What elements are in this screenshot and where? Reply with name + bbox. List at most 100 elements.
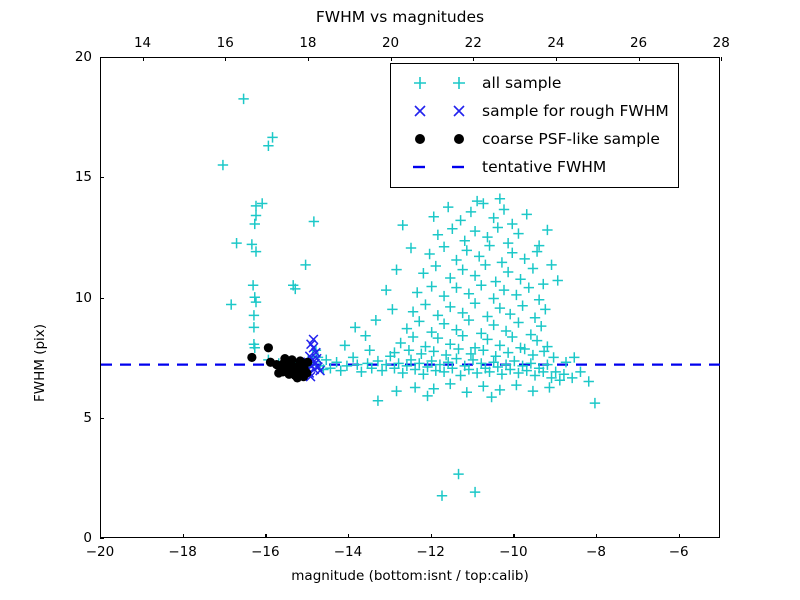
data-point (511, 379, 522, 391)
data-point (463, 364, 475, 375)
data-point (292, 373, 302, 383)
data-point (445, 338, 456, 350)
data-point (525, 329, 537, 340)
data-point (465, 206, 477, 218)
data-point (567, 372, 578, 384)
data-point (350, 322, 361, 333)
data-point (480, 259, 491, 271)
data-point (507, 331, 518, 343)
data-point (515, 274, 526, 285)
top-tick-label: 18 (299, 35, 317, 51)
data-point (238, 93, 249, 105)
data-point (226, 299, 237, 310)
data-point (521, 209, 532, 220)
legend-item[interactable]: coarse PSF-like sample (400, 125, 669, 153)
data-point (308, 334, 319, 345)
data-point (488, 212, 499, 224)
top-tick-label: 26 (629, 35, 648, 51)
data-point (502, 347, 514, 358)
data-point (531, 246, 543, 257)
top-tick-label: 14 (133, 35, 152, 51)
y-tick (100, 538, 104, 540)
data-point (249, 218, 260, 230)
x-tick (513, 534, 515, 538)
data-point (339, 340, 351, 351)
data-point (416, 348, 427, 360)
data-point (395, 337, 406, 349)
data-point (414, 316, 425, 327)
data-point (550, 366, 561, 378)
data-point (263, 140, 274, 151)
data-point (393, 358, 404, 369)
data-point (525, 358, 537, 369)
data-point (401, 360, 413, 372)
data-point (527, 263, 539, 274)
data-point (438, 318, 450, 329)
data-point (249, 292, 260, 303)
data-point (440, 349, 452, 361)
data-point (434, 359, 446, 370)
data-point (453, 468, 464, 480)
data-point (482, 231, 493, 243)
data-point (280, 354, 290, 364)
data-point (381, 284, 392, 296)
data-point (478, 345, 489, 356)
data-point (488, 319, 499, 331)
data-point (457, 307, 468, 319)
data-point (364, 345, 375, 356)
data-point (438, 366, 450, 378)
data-point (257, 198, 268, 209)
x-tick-label: −12 (416, 544, 445, 560)
data-point (482, 334, 493, 345)
top-tick-label: 16 (216, 35, 234, 51)
data-point (325, 363, 336, 374)
x-tick-label: −18 (168, 544, 197, 560)
top-tick (225, 57, 227, 61)
data-point (295, 356, 305, 366)
data-point (420, 341, 431, 352)
data-point (391, 264, 402, 275)
legend-item[interactable]: all sample (400, 69, 669, 97)
legend-item[interactable]: tentative FWHM (400, 153, 669, 181)
data-point (469, 298, 481, 309)
data-point (412, 287, 423, 298)
data-point (519, 253, 530, 265)
data-point (482, 311, 493, 322)
data-point (287, 355, 297, 365)
data-point (533, 240, 545, 251)
data-point (250, 246, 262, 257)
data-point (428, 346, 439, 357)
legend-marker-x-icon (400, 103, 478, 119)
data-point (391, 385, 402, 397)
data-point (521, 365, 532, 376)
data-point (538, 366, 549, 378)
data-point (248, 310, 260, 321)
data-point (418, 369, 429, 380)
data-point (428, 211, 439, 222)
data-point (560, 357, 572, 368)
data-point (511, 289, 522, 301)
top-tick (555, 57, 558, 61)
data-point (542, 359, 553, 370)
data-point (335, 365, 346, 376)
data-point (397, 367, 408, 379)
y-tick-label: 0 (83, 530, 92, 546)
data-point (558, 369, 570, 380)
data-point (447, 363, 458, 374)
y-tick (100, 297, 104, 299)
data-point (478, 381, 489, 392)
data-point (426, 326, 437, 338)
x-tick (265, 534, 267, 538)
data-point (453, 343, 464, 355)
legend-item[interactable]: sample for rough FWHM (400, 97, 669, 125)
data-point (527, 349, 539, 361)
top-tick (721, 57, 723, 61)
y-tick-label: 5 (83, 409, 92, 426)
data-point (583, 376, 594, 387)
data-point (457, 330, 468, 341)
data-point (451, 254, 462, 266)
data-point (507, 218, 518, 230)
x-tick-label: −16 (251, 544, 280, 560)
x-tick-label: −20 (85, 544, 115, 560)
data-point (432, 332, 444, 344)
